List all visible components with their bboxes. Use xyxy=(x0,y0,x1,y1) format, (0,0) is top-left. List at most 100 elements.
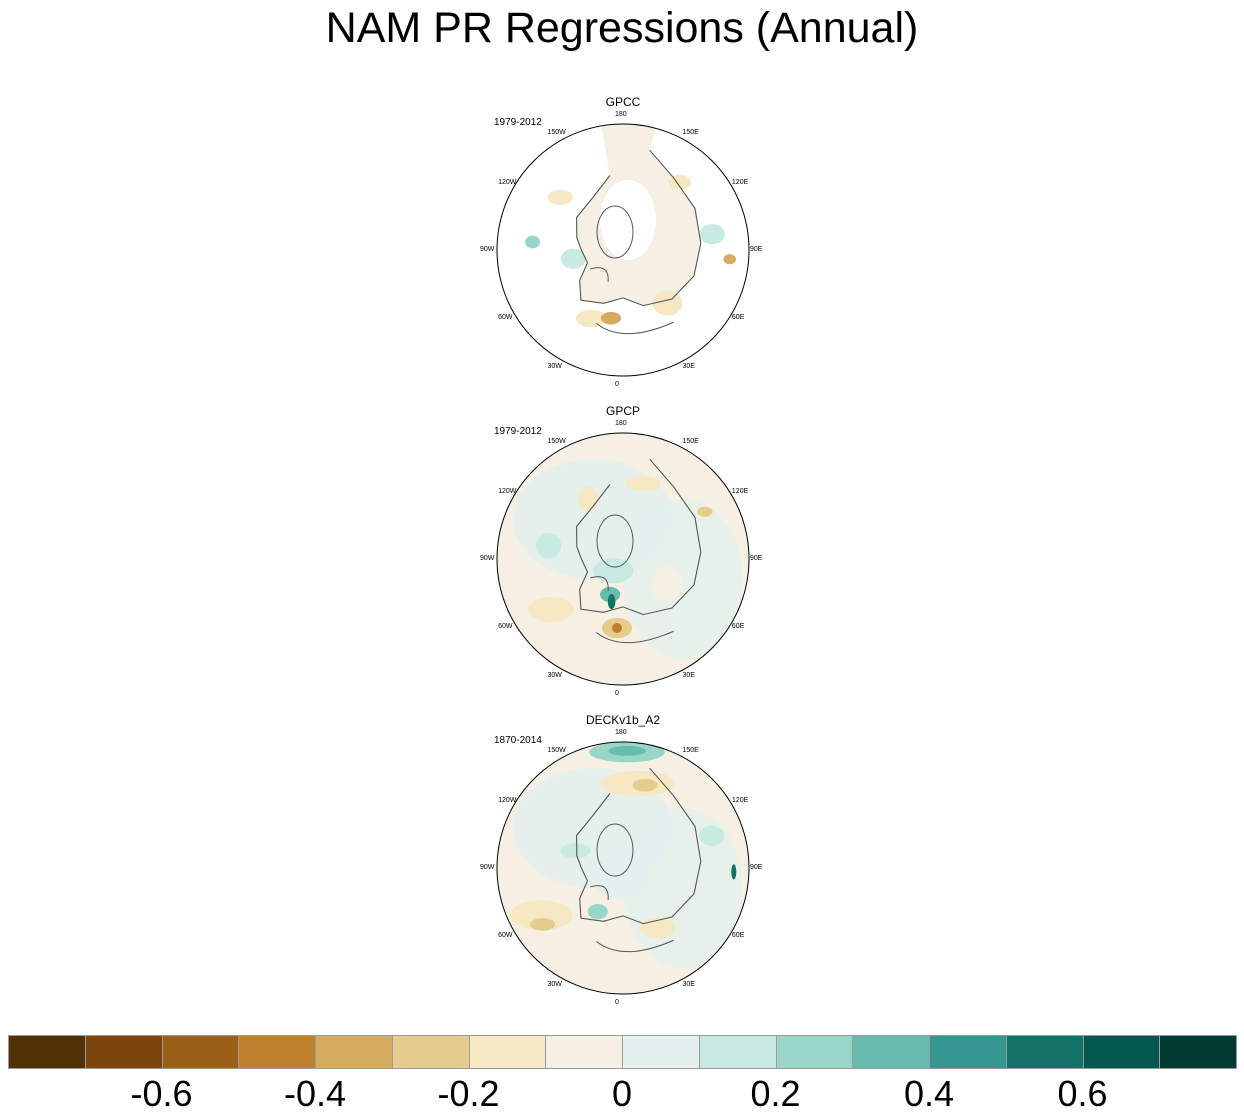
field-contour xyxy=(587,904,608,920)
longitude-label: 30E xyxy=(682,362,695,370)
field-contour xyxy=(529,918,556,931)
polar-map xyxy=(496,123,750,377)
colorbar-box xyxy=(391,1035,469,1069)
field-contour xyxy=(608,745,646,756)
coastline xyxy=(590,267,609,283)
panel-period: 1870-2014 xyxy=(494,735,542,746)
colorbar-box xyxy=(84,1035,162,1069)
panel-period: 1979-2012 xyxy=(494,117,542,128)
longitude-label: 30W xyxy=(547,671,562,679)
field-contour xyxy=(640,917,676,939)
field-contour xyxy=(623,499,743,659)
field-contour xyxy=(578,486,599,512)
longitude-label: 120E xyxy=(731,487,749,495)
colorbar-box xyxy=(775,1035,853,1069)
colorbar-tick-label: 0.4 xyxy=(903,1073,955,1114)
longitude-label: 180 xyxy=(615,729,627,736)
coastline xyxy=(576,149,702,307)
field-contour xyxy=(525,235,541,249)
map-border xyxy=(496,432,750,686)
longitude-label: 120E xyxy=(731,178,749,186)
longitude-label: 150W xyxy=(547,438,566,446)
longitude-label: 90W xyxy=(480,555,495,562)
coastline xyxy=(595,630,674,644)
map-panel: GPCC 1979-2012 180 150E 120E 90E 60E 30E 0 30W 60W… xyxy=(470,95,776,391)
longitude-label: 120W xyxy=(498,487,517,495)
field-contour xyxy=(560,843,591,859)
coastline xyxy=(595,321,674,335)
longitude-label: 90E xyxy=(750,864,763,871)
longitude-label: 0 xyxy=(615,690,619,697)
colorbar-box xyxy=(1159,1035,1237,1069)
longitude-label: 150E xyxy=(682,438,699,446)
coastline xyxy=(596,514,634,568)
panel-title: GPCP xyxy=(605,404,640,418)
longitude-label: 120E xyxy=(731,796,749,804)
longitude-label: 90W xyxy=(480,246,495,253)
field-contour xyxy=(632,778,658,792)
field-contour xyxy=(509,900,573,931)
map-border xyxy=(496,123,750,377)
map-panel: GPCP 1979-2012 180 150E 120E 90E 60E 30E 0 30W 60W… xyxy=(470,404,776,700)
colorbar-box xyxy=(238,1035,316,1069)
map-border xyxy=(496,741,750,995)
figure-title: NAM PR Regressions (Annual) xyxy=(325,4,919,52)
colorbar-box xyxy=(929,1035,1007,1069)
field-contour xyxy=(607,594,616,610)
coastline xyxy=(596,205,634,259)
longitude-label: 90E xyxy=(750,246,763,253)
longitude-label: 0 xyxy=(615,381,619,388)
longitude-label: 150W xyxy=(547,129,566,137)
field-contour xyxy=(668,174,691,190)
colorbar-box xyxy=(698,1035,776,1069)
colorbar-box xyxy=(852,1035,930,1069)
field-contour xyxy=(600,586,621,603)
panel-period: 1979-2012 xyxy=(494,426,542,437)
longitude-label: 0 xyxy=(615,999,619,1006)
longitude-label: 150W xyxy=(547,747,566,755)
field-contour xyxy=(560,248,586,269)
coastline xyxy=(590,885,609,901)
colorbar-box xyxy=(622,1035,700,1069)
field-contour xyxy=(625,475,661,492)
longitude-label: 30W xyxy=(547,362,562,370)
colorbar-tick-label: -0.4 xyxy=(283,1073,347,1114)
colorbar-tick-label: -0.2 xyxy=(437,1073,500,1114)
coastline xyxy=(595,939,674,953)
colorbar-box xyxy=(315,1035,393,1069)
longitude-label: 30E xyxy=(682,671,695,679)
field-contour xyxy=(731,864,737,880)
field-contour xyxy=(723,254,736,265)
longitude-label: 60W xyxy=(498,313,513,321)
field-contour xyxy=(699,825,725,846)
longitude-label: 120W xyxy=(498,796,517,804)
colorbar-box xyxy=(1005,1035,1083,1069)
longitude-label: 90E xyxy=(750,555,763,562)
coastline xyxy=(576,767,702,925)
field-contour xyxy=(576,309,607,328)
colorbar-box xyxy=(1082,1035,1160,1069)
longitude-label: 30W xyxy=(547,980,562,988)
polar-map xyxy=(496,741,750,995)
panel-title: DECKv1b_A2 xyxy=(585,713,661,727)
longitude-label: 180 xyxy=(615,111,627,118)
colorbar-tick-label: -0.6 xyxy=(130,1073,193,1114)
coastline xyxy=(576,458,702,616)
longitude-label: 60E xyxy=(731,313,745,321)
colorbar-tick-label: 0 xyxy=(611,1073,633,1114)
longitude-label: 150E xyxy=(682,129,699,137)
map-panel: DECKv1b_A2 1870-2014 180 150E 120E 90E 60E 30E 0… xyxy=(470,713,776,1009)
longitude-label: 150E xyxy=(682,747,699,755)
field-contour xyxy=(600,311,622,325)
field-contour xyxy=(547,189,573,205)
field-contour xyxy=(612,623,622,633)
missing-data-region xyxy=(600,180,656,260)
colorbar xyxy=(8,1035,1237,1069)
longitude-label: 120W xyxy=(498,178,517,186)
field-contour xyxy=(652,290,683,316)
colorbar-box xyxy=(8,1035,86,1069)
longitude-label: 60E xyxy=(731,622,745,630)
colorbar-box xyxy=(545,1035,623,1069)
field-contour xyxy=(651,566,682,602)
coastline xyxy=(596,823,634,877)
